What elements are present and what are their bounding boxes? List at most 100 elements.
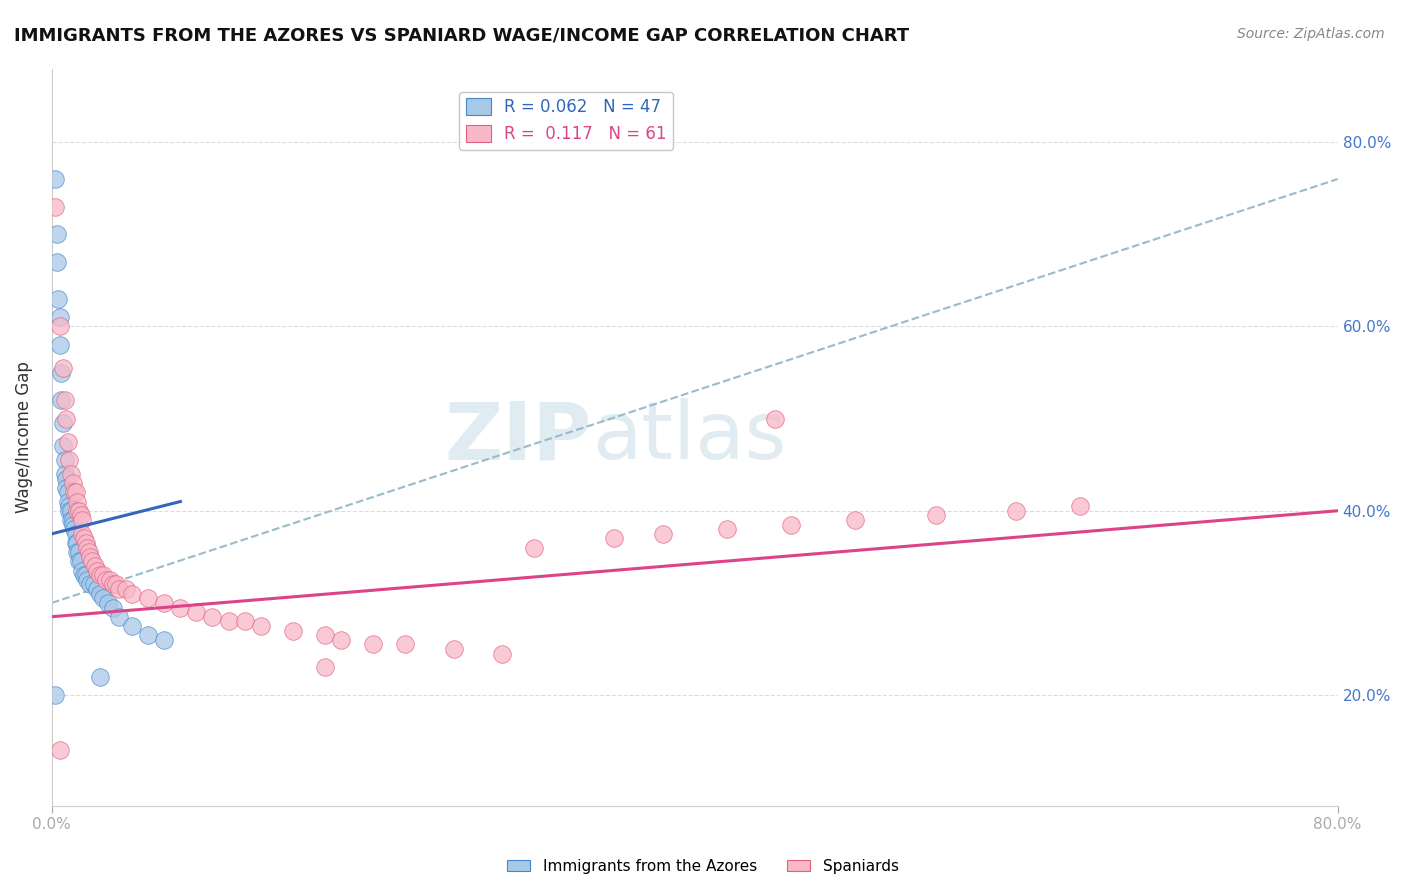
Point bbox=[201, 609, 224, 624]
Point bbox=[844, 513, 866, 527]
Point bbox=[83, 577, 105, 591]
Point bbox=[114, 582, 136, 596]
Point bbox=[169, 600, 191, 615]
Point bbox=[44, 200, 66, 214]
Point bbox=[186, 605, 208, 619]
Point bbox=[49, 319, 72, 334]
Point bbox=[67, 545, 90, 559]
Point bbox=[77, 545, 100, 559]
Point bbox=[86, 564, 108, 578]
Legend: R = 0.062   N = 47, R =  0.117   N = 61: R = 0.062 N = 47, R = 0.117 N = 61 bbox=[458, 92, 673, 150]
Point bbox=[105, 577, 128, 591]
Point bbox=[62, 476, 84, 491]
Point bbox=[60, 504, 83, 518]
Point bbox=[314, 660, 336, 674]
Point bbox=[89, 670, 111, 684]
Point bbox=[60, 513, 83, 527]
Point bbox=[67, 504, 90, 518]
Point bbox=[66, 504, 89, 518]
Point bbox=[523, 541, 546, 555]
Point bbox=[153, 596, 176, 610]
Text: ZIP: ZIP bbox=[444, 398, 592, 476]
Point bbox=[65, 536, 87, 550]
Point bbox=[62, 513, 84, 527]
Point bbox=[46, 292, 69, 306]
Point bbox=[45, 255, 67, 269]
Point bbox=[51, 366, 73, 380]
Point bbox=[394, 637, 416, 651]
Point bbox=[651, 526, 673, 541]
Point bbox=[79, 577, 101, 591]
Point bbox=[69, 554, 91, 568]
Point bbox=[1005, 504, 1028, 518]
Point bbox=[58, 499, 80, 513]
Point bbox=[44, 688, 66, 702]
Point bbox=[96, 573, 118, 587]
Point bbox=[44, 172, 66, 186]
Point bbox=[218, 615, 240, 629]
Point bbox=[55, 471, 77, 485]
Point bbox=[153, 632, 176, 647]
Point bbox=[91, 591, 114, 606]
Point bbox=[98, 573, 121, 587]
Text: atlas: atlas bbox=[592, 398, 786, 476]
Point bbox=[49, 310, 72, 325]
Point bbox=[97, 596, 120, 610]
Point bbox=[86, 582, 108, 596]
Point bbox=[361, 637, 384, 651]
Point bbox=[84, 559, 107, 574]
Point bbox=[75, 536, 97, 550]
Point bbox=[603, 532, 626, 546]
Point bbox=[66, 545, 89, 559]
Point bbox=[716, 522, 738, 536]
Point bbox=[66, 536, 89, 550]
Point bbox=[108, 609, 131, 624]
Point bbox=[925, 508, 948, 523]
Point bbox=[45, 227, 67, 242]
Point bbox=[58, 453, 80, 467]
Point bbox=[60, 467, 83, 481]
Point bbox=[314, 628, 336, 642]
Point bbox=[80, 554, 103, 568]
Point bbox=[58, 504, 80, 518]
Y-axis label: Wage/Income Gap: Wage/Income Gap bbox=[15, 361, 32, 513]
Point bbox=[52, 416, 75, 430]
Point bbox=[56, 494, 79, 508]
Point bbox=[72, 526, 94, 541]
Point bbox=[249, 619, 271, 633]
Point bbox=[76, 573, 98, 587]
Point bbox=[49, 338, 72, 352]
Point bbox=[281, 624, 304, 638]
Point bbox=[67, 554, 90, 568]
Point bbox=[443, 642, 465, 657]
Point bbox=[55, 481, 77, 495]
Point bbox=[53, 393, 76, 408]
Point bbox=[63, 485, 86, 500]
Point bbox=[55, 411, 77, 425]
Point bbox=[52, 439, 75, 453]
Point bbox=[69, 508, 91, 523]
Point bbox=[89, 568, 111, 582]
Legend: Immigrants from the Azores, Spaniards: Immigrants from the Azores, Spaniards bbox=[502, 853, 904, 880]
Point bbox=[76, 541, 98, 555]
Point bbox=[108, 582, 131, 596]
Point bbox=[101, 600, 124, 615]
Point bbox=[121, 619, 143, 633]
Point bbox=[89, 587, 111, 601]
Point bbox=[51, 393, 73, 408]
Point bbox=[65, 526, 87, 541]
Point bbox=[56, 485, 79, 500]
Point bbox=[79, 549, 101, 564]
Point bbox=[63, 522, 86, 536]
Point bbox=[91, 568, 114, 582]
Point bbox=[491, 647, 513, 661]
Point bbox=[136, 591, 159, 606]
Point bbox=[72, 564, 94, 578]
Point bbox=[136, 628, 159, 642]
Point bbox=[763, 411, 786, 425]
Point bbox=[53, 453, 76, 467]
Point bbox=[65, 485, 87, 500]
Point bbox=[72, 513, 94, 527]
Point bbox=[1069, 499, 1091, 513]
Point bbox=[73, 532, 96, 546]
